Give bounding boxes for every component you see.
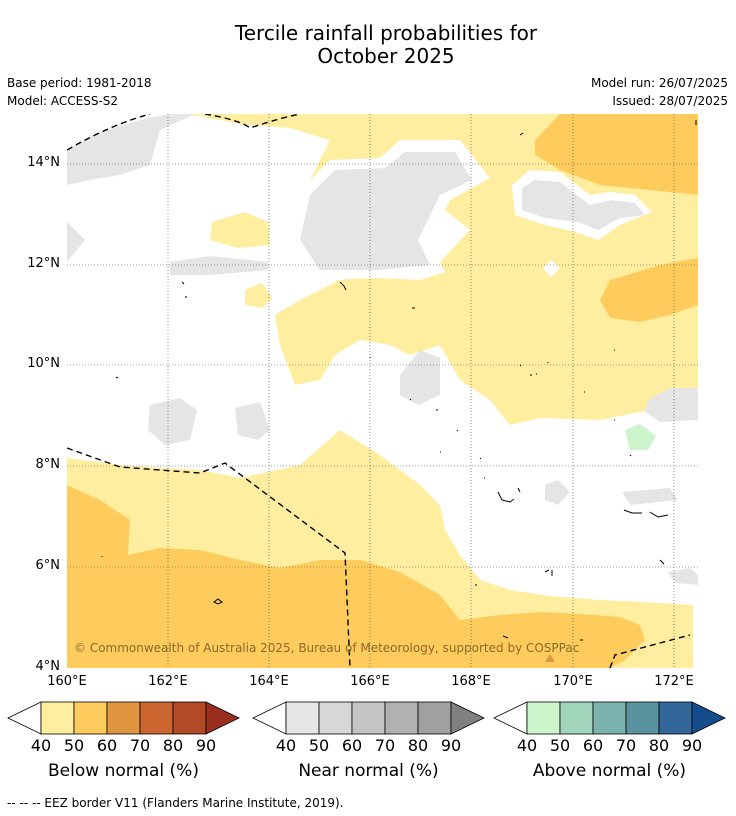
near-normal-mid-a — [148, 398, 197, 445]
below-normal-patch-b — [245, 283, 272, 308]
colorbar-segment — [106, 701, 141, 735]
near-normal-central — [300, 152, 472, 270]
chart-title: Tercile rainfall probabilities for Octob… — [0, 22, 736, 68]
colorbar-segment — [592, 701, 627, 735]
gridlines — [67, 114, 698, 668]
colorbar-under-arrow — [7, 701, 42, 735]
near-normal-east-c — [645, 388, 698, 422]
near-normal-east-f — [668, 568, 698, 585]
meta-left: Base period: 1981-2018 Model: ACCESS-S2 — [7, 74, 152, 110]
colorbar-tick-label: 80 — [648, 736, 670, 755]
colorbar-tick-label: 80 — [162, 736, 184, 755]
colorbar-under-arrow — [252, 701, 287, 735]
near-normal-nw — [67, 114, 195, 185]
lon-label: 172°E — [654, 674, 694, 689]
above-normal-patch — [625, 424, 656, 450]
lon-label: 168°E — [451, 674, 491, 689]
meta-right: Model run: 26/07/2025 Issued: 28/07/2025 — [591, 74, 728, 110]
colorbar-segment — [351, 701, 386, 735]
lat-label: 14°N — [27, 155, 60, 170]
lon-label: 164°E — [249, 674, 289, 689]
footer-note: -- -- -- EEZ border V11 (Flanders Marine… — [7, 796, 344, 810]
colorbar-segment — [40, 701, 75, 735]
colorbar-segment — [139, 701, 174, 735]
island-marker — [545, 654, 555, 662]
colorbar-tick-label: 90 — [681, 736, 703, 755]
colorbar-segment — [318, 701, 353, 735]
lon-label: 170°E — [553, 674, 593, 689]
colorbar-tick-label: 60 — [341, 736, 363, 755]
colorbar-segment — [526, 701, 561, 735]
near-normal-east-e — [622, 488, 678, 505]
colorbar-over-arrow — [691, 701, 726, 735]
colorbar-tick-label: 50 — [308, 736, 330, 755]
colorbar-tick-label: 40 — [516, 736, 538, 755]
near-normal-dot — [543, 260, 560, 277]
colorbar-segment — [384, 701, 419, 735]
lon-label: 162°E — [148, 674, 188, 689]
colorbar-tick-label: 40 — [30, 736, 52, 755]
colorbar-tick-label: 70 — [374, 736, 396, 755]
colorbar-tick-label: 50 — [549, 736, 571, 755]
colorbar-segment — [625, 701, 660, 735]
colorbar-segment — [417, 701, 452, 735]
colorbar-title: Below normal (%) — [48, 761, 199, 781]
lat-label: 8°N — [35, 457, 61, 472]
colorbar-segment — [172, 701, 207, 735]
colorbar-tick-label: 60 — [582, 736, 604, 755]
title-line-2: October 2025 — [317, 44, 455, 68]
near-normal-mid-c — [400, 350, 440, 405]
islands — [101, 120, 697, 641]
colorbar-tick-label: 50 — [63, 736, 85, 755]
lat-label: 12°N — [27, 256, 60, 271]
title-line-1: Tercile rainfall probabilities for — [234, 21, 538, 45]
colorbar-segment — [285, 701, 320, 735]
below-normal-patch-a — [210, 212, 270, 248]
eez-borders — [67, 114, 691, 668]
colorbar-segment — [73, 701, 108, 735]
near-normal-mid-b — [235, 402, 270, 440]
colorbar-title: Near normal (%) — [298, 761, 439, 781]
map-layers — [67, 114, 698, 668]
colorbar-under-arrow — [493, 701, 528, 735]
lat-label: 10°N — [27, 356, 60, 371]
colorbar-tick-label: 70 — [129, 736, 151, 755]
colorbar-tick-label: 90 — [195, 736, 217, 755]
near-normal-strip — [170, 256, 268, 275]
colorbar-segment — [559, 701, 594, 735]
colorbar-tick-label: 40 — [275, 736, 297, 755]
lon-label: 160°E — [47, 674, 87, 689]
below-normal-north-50b — [600, 258, 698, 322]
colorbar-tick-label: 60 — [96, 736, 118, 755]
colorbars — [7, 701, 726, 735]
colorbar-tick-label: 70 — [615, 736, 637, 755]
below-normal-south-50 — [67, 485, 645, 668]
below-normal-north-50a — [535, 114, 698, 195]
near-normal-east-d — [545, 480, 570, 505]
colorbar-over-arrow — [450, 701, 485, 735]
colorbar-title: Above normal (%) — [532, 761, 687, 781]
model-name: Model: ACCESS-S2 — [7, 94, 119, 108]
issued-date: Issued: 28/07/2025 — [612, 94, 728, 108]
colorbar-segment — [658, 701, 693, 735]
lat-label: 6°N — [35, 558, 61, 573]
near-normal-east — [522, 180, 645, 230]
lat-label: 4°N — [35, 659, 61, 674]
colorbar-tick-label: 80 — [407, 736, 429, 755]
near-normal-west-edge — [67, 222, 85, 262]
base-period: Base period: 1981-2018 — [7, 76, 152, 90]
colorbar-tick-label: 90 — [440, 736, 462, 755]
lon-label: 166°E — [350, 674, 390, 689]
model-run: Model run: 26/07/2025 — [590, 76, 728, 90]
copyright-text: © Commonwealth of Australia 2025, Bureau… — [74, 641, 580, 655]
colorbar-over-arrow — [205, 701, 240, 735]
